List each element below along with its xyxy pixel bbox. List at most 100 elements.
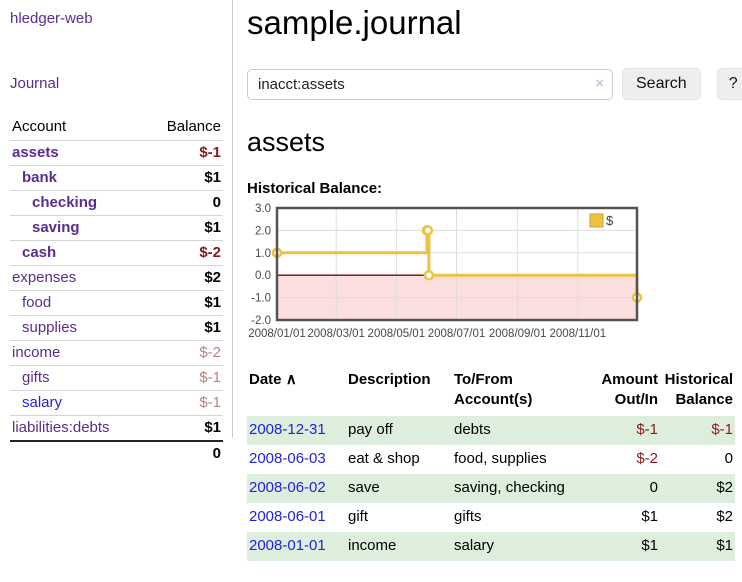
sort-asc-icon: ∧ (285, 371, 297, 388)
transaction-accounts: food, supplies (454, 450, 547, 467)
account-row: food $1 (10, 290, 223, 315)
accounts-total-row: 0 (10, 440, 223, 466)
account-heading: assets (247, 127, 326, 157)
transactions-table: Date ∧ Description To/From Account(s) Am… (247, 368, 735, 561)
transaction-row[interactable]: 2008-12-31 pay off debts $-1 $-1 (247, 416, 735, 445)
account-row: income $-2 (10, 340, 223, 365)
svg-text:0.0: 0.0 (255, 270, 271, 282)
clear-search-icon[interactable]: × (595, 74, 604, 92)
transaction-date-link[interactable]: 2008-06-01 (249, 508, 326, 525)
transaction-balance: $-1 (711, 421, 733, 438)
account-row: bank $1 (10, 165, 223, 190)
account-balance: $1 (204, 169, 221, 186)
sidebar-item-journal[interactable]: Journal (10, 75, 60, 92)
transaction-accounts: saving, checking (454, 479, 565, 496)
transaction-description: eat & shop (348, 450, 420, 467)
account-balance: $1 (204, 219, 221, 236)
transaction-description: save (348, 479, 380, 496)
account-row: liabilities:debts $1 (10, 415, 223, 440)
transaction-row[interactable]: 2008-01-01 income salary $1 $1 (247, 532, 735, 561)
search-bar: × Search ? (247, 68, 742, 100)
sidebar: hledger-web Journal Account Balance asse… (0, 0, 233, 462)
transaction-accounts: debts (454, 421, 491, 438)
account-row: assets $-1 (10, 140, 223, 165)
page-title: sample.journal (247, 4, 462, 41)
account-row: checking 0 (10, 190, 223, 215)
transaction-date-link[interactable]: 2008-01-01 (249, 537, 326, 554)
svg-text:1.0: 1.0 (255, 248, 271, 260)
svg-text:2008/05/01: 2008/05/01 (368, 328, 426, 340)
search-input[interactable] (247, 68, 613, 100)
account-balance: $1 (204, 419, 221, 436)
column-header-balance: Historical Balance (664, 371, 733, 408)
column-header-amount: Amount Out/In (601, 371, 658, 408)
sidebar-account-link[interactable]: food (22, 294, 52, 311)
account-balance: $-2 (199, 344, 221, 361)
transaction-date-link[interactable]: 2008-06-03 (249, 450, 326, 467)
account-row: supplies $1 (10, 315, 223, 340)
sidebar-account-link[interactable]: bank (22, 169, 58, 186)
transaction-date-link[interactable]: 2008-06-02 (249, 479, 326, 496)
svg-text:2008/03/01: 2008/03/01 (307, 328, 365, 340)
transaction-row[interactable]: 2008-06-03 eat & shop food, supplies $-2 0 (247, 445, 735, 474)
help-button[interactable]: ? (716, 68, 742, 100)
transaction-date-link[interactable]: 2008-12-31 (249, 421, 326, 438)
account-row: saving $1 (10, 215, 223, 240)
svg-text:-2.0: -2.0 (251, 315, 271, 327)
sidebar-account-link[interactable]: cash (22, 244, 57, 261)
sidebar-account-link[interactable]: assets (12, 144, 59, 161)
transaction-amount: $-2 (636, 450, 658, 467)
sidebar-account-link[interactable]: supplies (22, 319, 78, 336)
account-balance: $-1 (199, 394, 221, 411)
transaction-amount: $1 (641, 537, 658, 554)
account-balance: $-2 (199, 244, 221, 261)
sidebar-account-link[interactable]: salary (22, 394, 63, 411)
account-row: gifts $-1 (10, 365, 223, 390)
transaction-accounts: salary (454, 537, 495, 554)
svg-text:2008/09/01: 2008/09/01 (489, 328, 547, 340)
transaction-accounts: gifts (454, 508, 482, 525)
svg-text:2008/11/01: 2008/11/01 (549, 328, 606, 340)
transaction-amount: $-1 (636, 421, 658, 438)
column-header-description: Description (348, 371, 431, 388)
transaction-balance: $2 (716, 479, 733, 496)
svg-text:-1.0: -1.0 (251, 293, 271, 305)
sidebar-account-link[interactable]: checking (32, 194, 98, 211)
account-balance: $1 (204, 294, 221, 311)
column-header-accounts: To/From Account(s) (454, 371, 533, 408)
sidebar-account-link[interactable]: gifts (22, 369, 50, 386)
accounts-table-header: Account Balance (10, 115, 223, 140)
account-balance: $1 (204, 319, 221, 336)
account-row: expenses $2 (10, 265, 223, 290)
sidebar-account-link[interactable]: income (12, 344, 61, 361)
accounts-header-account: Account (12, 118, 67, 135)
svg-text:2008/01/01: 2008/01/01 (248, 328, 306, 340)
account-row: cash $-2 (10, 240, 223, 265)
transaction-row[interactable]: 2008-06-01 gift gifts $1 $2 (247, 503, 735, 532)
chart-title: Historical Balance: (247, 180, 383, 197)
main-content: sample.journal × Search ? assets Histori… (233, 0, 742, 582)
app-title: hledger-web (10, 10, 93, 27)
transaction-balance: $2 (716, 508, 733, 525)
account-balance: $-1 (199, 369, 221, 386)
sidebar-account-link[interactable]: expenses (12, 269, 77, 286)
account-balance: $-1 (199, 144, 221, 161)
svg-text:2008/07/01: 2008/07/01 (428, 328, 486, 340)
transaction-amount: $1 (641, 508, 658, 525)
svg-text:$: $ (606, 213, 614, 228)
search-button[interactable]: Search (622, 68, 701, 100)
sidebar-account-link[interactable]: saving (32, 219, 80, 236)
svg-text:2.0: 2.0 (255, 225, 271, 237)
column-header-date[interactable]: Date ∧ (249, 371, 297, 388)
accounts-header-balance: Balance (166, 118, 221, 135)
transaction-row[interactable]: 2008-06-02 save saving, checking 0 $2 (247, 474, 735, 503)
svg-text:3.0: 3.0 (255, 203, 271, 215)
transaction-amount: 0 (649, 479, 658, 496)
transaction-balance: 0 (724, 450, 733, 467)
account-balance: 0 (212, 194, 221, 211)
sidebar-account-link[interactable]: liabilities:debts (12, 419, 110, 436)
transaction-description: pay off (348, 421, 393, 438)
account-balance: $2 (204, 269, 221, 286)
accounts-rows: assets $-1 bank $1 checking 0 saving $1 cash $-2 e… (10, 140, 223, 440)
